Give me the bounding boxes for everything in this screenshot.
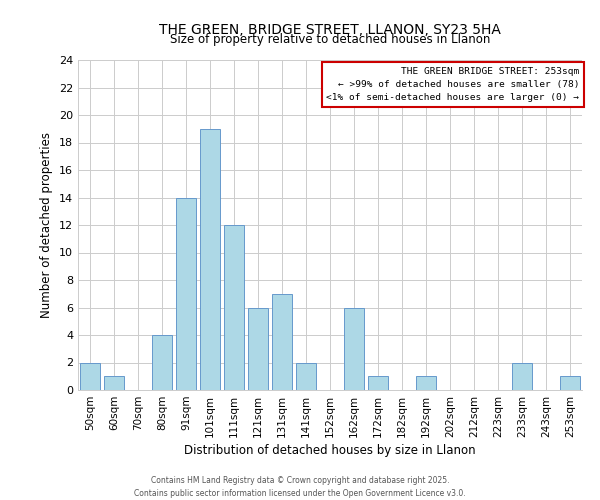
Bar xyxy=(104,376,124,390)
Bar xyxy=(200,128,220,390)
Bar xyxy=(512,362,532,390)
Bar xyxy=(224,225,244,390)
Bar xyxy=(368,376,388,390)
Text: Contains HM Land Registry data © Crown copyright and database right 2025.
Contai: Contains HM Land Registry data © Crown c… xyxy=(134,476,466,498)
Bar xyxy=(80,362,100,390)
Bar xyxy=(248,308,268,390)
Bar xyxy=(296,362,316,390)
Bar xyxy=(176,198,196,390)
Bar xyxy=(560,376,580,390)
Text: THE GREEN BRIDGE STREET: 253sqm
← >99% of detached houses are smaller (78)
<1% o: THE GREEN BRIDGE STREET: 253sqm ← >99% o… xyxy=(326,66,580,102)
X-axis label: Distribution of detached houses by size in Llanon: Distribution of detached houses by size … xyxy=(184,444,476,457)
Bar xyxy=(344,308,364,390)
Bar xyxy=(272,294,292,390)
Bar xyxy=(152,335,172,390)
Text: THE GREEN, BRIDGE STREET, LLANON, SY23 5HA: THE GREEN, BRIDGE STREET, LLANON, SY23 5… xyxy=(159,22,501,36)
Text: Size of property relative to detached houses in Llanon: Size of property relative to detached ho… xyxy=(170,32,490,46)
Y-axis label: Number of detached properties: Number of detached properties xyxy=(40,132,53,318)
Bar xyxy=(416,376,436,390)
